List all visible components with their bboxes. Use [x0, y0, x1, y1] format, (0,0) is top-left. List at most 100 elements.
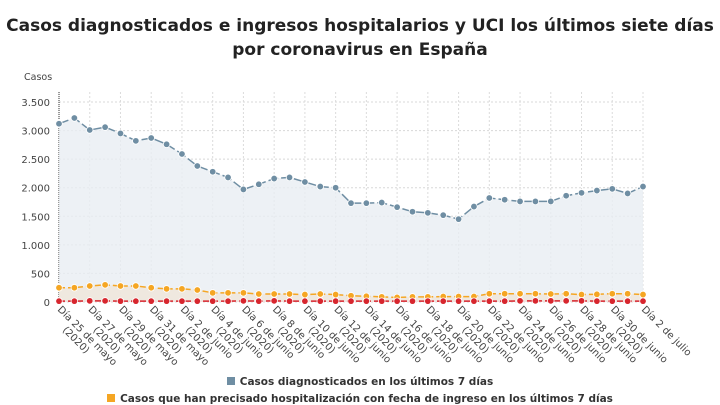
data-point [70, 114, 79, 122]
data-point [208, 297, 217, 305]
data-point [162, 140, 171, 148]
data-point [408, 297, 417, 305]
data-point [270, 297, 278, 305]
legend-item-diagnosticados[interactable]: Casos diagnosticados en los últimos 7 dí… [0, 376, 720, 388]
data-point [393, 203, 401, 211]
data-point [193, 286, 202, 294]
data-point [362, 199, 371, 207]
data-point [470, 202, 478, 211]
data-point [147, 134, 155, 142]
data-point [623, 189, 632, 198]
data-point [132, 297, 140, 305]
y-tick-label: 1.500 [21, 212, 50, 223]
data-point [485, 297, 494, 305]
data-point [239, 289, 248, 297]
data-point [116, 282, 125, 290]
data-point [393, 297, 401, 305]
data-point [424, 297, 432, 305]
data-point [439, 297, 447, 305]
data-point [454, 215, 463, 223]
data-point [562, 192, 570, 200]
series-area [59, 284, 643, 302]
data-point [70, 284, 79, 292]
data-point [347, 199, 355, 207]
data-point [86, 282, 94, 290]
data-point [301, 297, 309, 305]
data-point [55, 284, 63, 292]
data-point [639, 182, 647, 191]
data-point [224, 173, 232, 182]
data-point [208, 289, 217, 297]
y-tick-label: 3.000 [21, 127, 50, 138]
legend-swatch [226, 377, 235, 385]
data-point [470, 297, 478, 305]
data-point [608, 185, 616, 193]
data-point [331, 290, 340, 299]
data-point [101, 123, 109, 131]
y-tick-label: 1.000 [21, 241, 50, 252]
y-axis-label: Casos [24, 72, 52, 83]
data-point [301, 178, 309, 186]
data-point [316, 297, 324, 305]
data-point [500, 196, 509, 204]
legend-label: Casos que han precisado hospitalización … [120, 393, 613, 405]
data-point [531, 290, 540, 298]
data-point [623, 297, 632, 305]
data-point [255, 180, 263, 188]
data-point [331, 184, 340, 192]
legend-label: Casos diagnosticados en los últimos 7 dí… [239, 376, 494, 388]
data-point [116, 129, 125, 138]
data-point [178, 150, 186, 158]
data-point [500, 290, 509, 298]
data-point [55, 297, 63, 305]
data-point [531, 297, 540, 305]
data-point [316, 290, 324, 298]
data-point [516, 197, 524, 206]
legend-item-hospitalizacion[interactable]: Casos que han precisado hospitalización … [0, 393, 720, 405]
data-point [116, 297, 125, 305]
data-point [593, 290, 601, 298]
data-point [623, 290, 632, 298]
data-point [485, 290, 494, 298]
data-point [424, 209, 432, 217]
data-point [301, 290, 309, 299]
data-point [639, 290, 647, 299]
data-point [378, 198, 386, 207]
data-point [86, 297, 94, 305]
data-point [639, 297, 647, 305]
data-point [577, 290, 586, 299]
data-point [162, 297, 171, 305]
data-point [408, 208, 417, 216]
data-point [531, 197, 540, 206]
data-point [147, 284, 155, 292]
data-point [485, 194, 494, 202]
data-point [101, 297, 109, 305]
data-point [178, 297, 186, 305]
data-point [132, 282, 140, 290]
data-point [224, 289, 232, 297]
data-point [454, 297, 463, 305]
data-point [577, 189, 586, 197]
data-point [147, 297, 155, 305]
data-point [347, 297, 355, 305]
data-point [331, 297, 340, 305]
y-tick-label: 3.500 [21, 98, 50, 109]
data-point [255, 290, 263, 298]
data-point [255, 297, 263, 305]
chart-title: Casos diagnosticados e ingresos hospital… [6, 16, 714, 60]
legend-swatch [107, 394, 116, 402]
data-point [132, 137, 140, 145]
data-point [500, 297, 509, 305]
y-tick-label: 2.000 [21, 184, 50, 195]
data-point [516, 290, 524, 298]
series-line [58, 117, 644, 220]
data-point [608, 297, 616, 305]
data-point [285, 173, 294, 182]
series-area [59, 118, 643, 302]
data-point [70, 297, 79, 305]
data-point [562, 297, 570, 305]
data-point [193, 297, 202, 305]
data-point [562, 290, 570, 298]
y-tick-label: 0 [44, 298, 50, 309]
